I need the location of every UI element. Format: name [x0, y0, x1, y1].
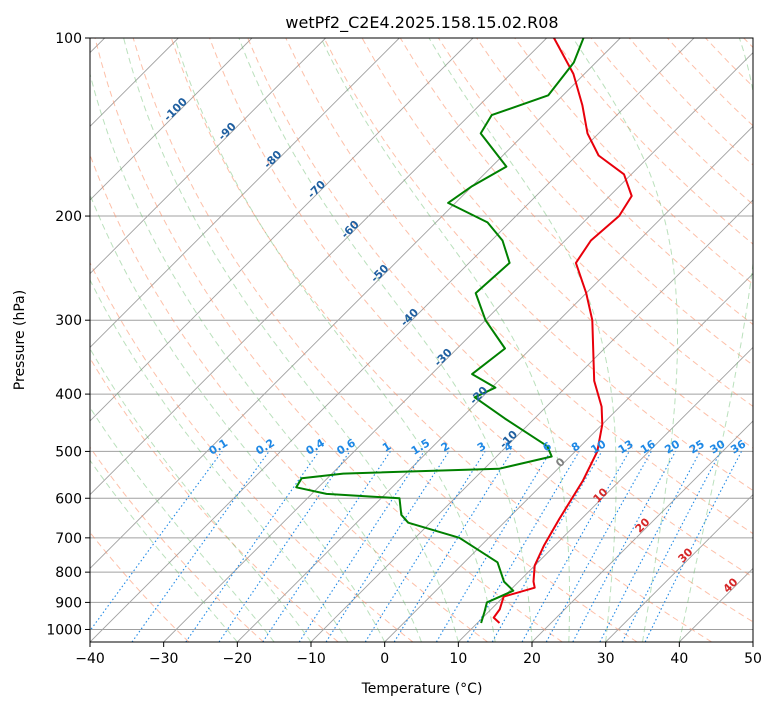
moist-adiabat	[90, 459, 238, 642]
mixing-ratio-line	[521, 451, 630, 642]
dry-adiabat	[285, 38, 753, 535]
mixing-ratio-line	[545, 451, 652, 642]
x-tick-label: 10	[449, 651, 467, 667]
reference-lines	[90, 38, 753, 642]
mixing-ratio-line	[90, 451, 223, 632]
mixing-ratio-line	[298, 451, 425, 642]
x-tick-label: 0	[380, 651, 389, 667]
mixing-ratio-line	[131, 451, 270, 642]
isotherm-line	[90, 38, 253, 201]
moist-adiabat	[320, 38, 570, 642]
isotherm-line	[90, 38, 547, 496]
isotherm-line	[90, 38, 326, 275]
x-tick-label: 20	[523, 651, 541, 667]
isotherm-line	[605, 494, 753, 642]
moist-adiabat	[678, 38, 753, 642]
mixing-ratio-line	[325, 451, 450, 642]
y-tick-label: 400	[55, 387, 82, 403]
isotherm-line	[384, 273, 753, 642]
y-tick-label: 700	[55, 531, 82, 547]
moist-adiabat	[90, 347, 312, 642]
mixing-ratio-line	[185, 451, 320, 642]
isotherm-line	[90, 38, 621, 569]
dry-adiabat	[323, 38, 753, 492]
x-axis-title: Temperature (°C)	[361, 681, 483, 697]
plot-frame	[89, 37, 754, 643]
moist-adiabat	[123, 38, 459, 642]
isotherm-line	[90, 38, 695, 642]
y-tick-label: 1000	[46, 622, 82, 638]
mixing-ratio-line	[644, 451, 742, 642]
dry-adiabat	[90, 357, 339, 642]
temperature-line	[492, 38, 633, 624]
isotherm-line	[90, 38, 400, 348]
moist-adiabat	[90, 193, 386, 642]
isotherm-line	[458, 346, 753, 642]
dry-adiabat	[94, 38, 563, 642]
mixing-ratio-line	[621, 451, 722, 642]
moist-adiabat	[572, 38, 678, 642]
y-tick-label: 500	[55, 444, 82, 460]
mixing-ratio-line	[393, 451, 513, 642]
y-axis: 100 200 300 400 500 600 700 800 900 1000	[46, 31, 90, 638]
x-tick-label: 50	[744, 651, 762, 667]
y-tick-label: 200	[55, 209, 82, 225]
moist-adiabat	[238, 38, 533, 642]
dry-adiabat	[90, 261, 414, 642]
chart-title: wetPf2_C2E4.2025.158.15.02.R08	[285, 13, 558, 33]
isotherm-line	[531, 420, 753, 642]
isotherm-line	[237, 125, 753, 642]
moist-adiabat	[174, 38, 496, 642]
dry-adiabat	[209, 38, 753, 623]
dry-adiabat	[514, 38, 753, 285]
moist-adiabat	[90, 72, 422, 642]
dry-adiabat	[90, 446, 264, 642]
y-tick-label: 600	[55, 491, 82, 507]
isotherm-line	[90, 38, 474, 422]
y-tick-label: 300	[55, 313, 82, 329]
x-tick-label: −20	[223, 651, 253, 667]
dry-adiabat	[170, 38, 712, 642]
x-tick-label: 30	[597, 651, 615, 667]
y-tick-label: 900	[55, 595, 82, 611]
x-tick-label: 40	[670, 651, 688, 667]
y-tick-label: 100	[55, 31, 82, 47]
profile-lines	[295, 38, 633, 624]
dry-adiabat	[247, 38, 753, 578]
x-tick-label: −30	[149, 651, 179, 667]
dewpoint-line	[295, 38, 585, 624]
mixing-ratio-line	[572, 451, 676, 642]
dry-adiabat	[476, 38, 753, 326]
y-tick-label: 800	[55, 565, 82, 581]
y-axis-title: Pressure (hPa)	[12, 290, 28, 390]
mixing-ratio-line	[218, 451, 351, 642]
x-axis: −40 −30 −20 −10 0 10 20 30 40 50	[75, 642, 762, 667]
moist-adiabat	[90, 278, 349, 642]
x-tick-label: −10	[296, 651, 326, 667]
x-tick-label: −40	[75, 651, 105, 667]
dry-adiabat	[132, 38, 638, 642]
moist-adiabat	[90, 406, 275, 642]
mixing-ratio-line	[262, 451, 391, 642]
isotherm-line	[163, 52, 753, 642]
